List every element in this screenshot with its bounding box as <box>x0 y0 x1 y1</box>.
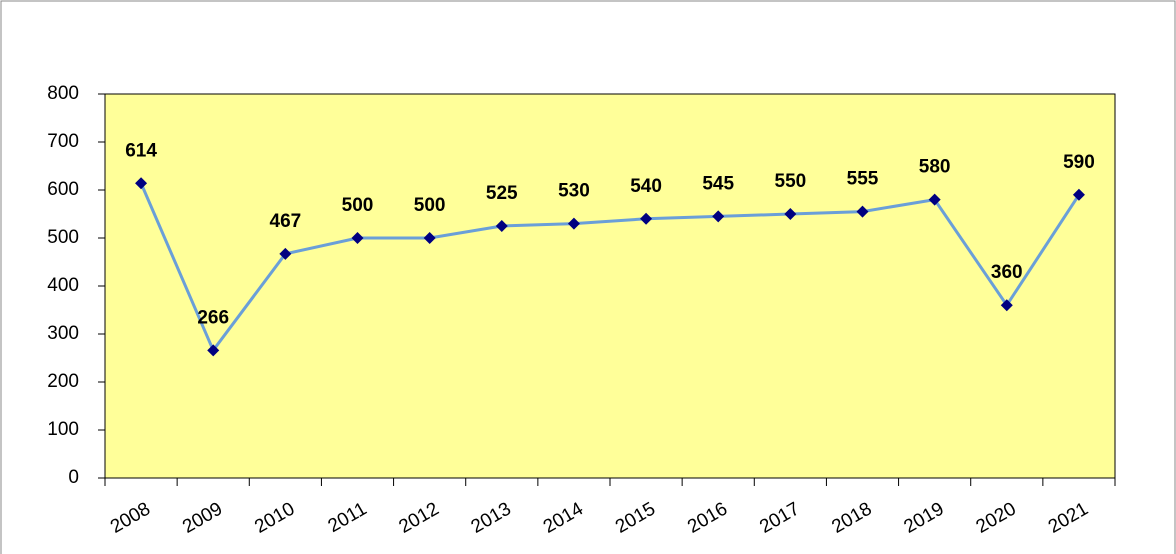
data-label: 500 <box>414 195 446 216</box>
y-tick-label: 800 <box>47 83 79 104</box>
data-label: 360 <box>991 262 1023 283</box>
data-label: 540 <box>630 176 662 197</box>
data-label: 550 <box>775 171 807 192</box>
data-label: 545 <box>702 173 734 194</box>
y-tick-label: 700 <box>47 131 79 152</box>
plot-area <box>104 93 1116 479</box>
line <box>139 182 1081 354</box>
marker <box>567 217 580 230</box>
data-label: 580 <box>919 157 951 178</box>
y-tick-label: 600 <box>47 179 79 200</box>
marker <box>135 177 148 190</box>
y-tick-label: 300 <box>47 323 79 344</box>
marker <box>423 232 436 244</box>
data-label: 530 <box>558 181 590 202</box>
marker <box>712 210 725 223</box>
y-tick-label: 500 <box>47 227 79 248</box>
y-tick-label: 100 <box>47 419 79 440</box>
marker <box>1000 299 1013 312</box>
data-label: 266 <box>197 307 229 328</box>
marker <box>856 205 869 218</box>
y-tick-label: 400 <box>47 275 79 296</box>
marker <box>640 212 653 225</box>
data-label: 614 <box>125 140 157 161</box>
y-tick-label: 200 <box>47 371 79 392</box>
marker <box>784 208 797 220</box>
marker <box>495 220 508 232</box>
marker <box>279 247 292 260</box>
marker <box>207 344 220 357</box>
data-label: 500 <box>342 195 374 216</box>
y-tick-label: 0 <box>68 467 79 488</box>
marker <box>928 193 941 206</box>
data-label: 525 <box>486 183 518 204</box>
data-label: 467 <box>270 211 302 232</box>
data-label: 555 <box>847 169 879 190</box>
marker <box>351 232 364 244</box>
marker <box>1072 188 1085 201</box>
data-label: 590 <box>1063 152 1095 173</box>
